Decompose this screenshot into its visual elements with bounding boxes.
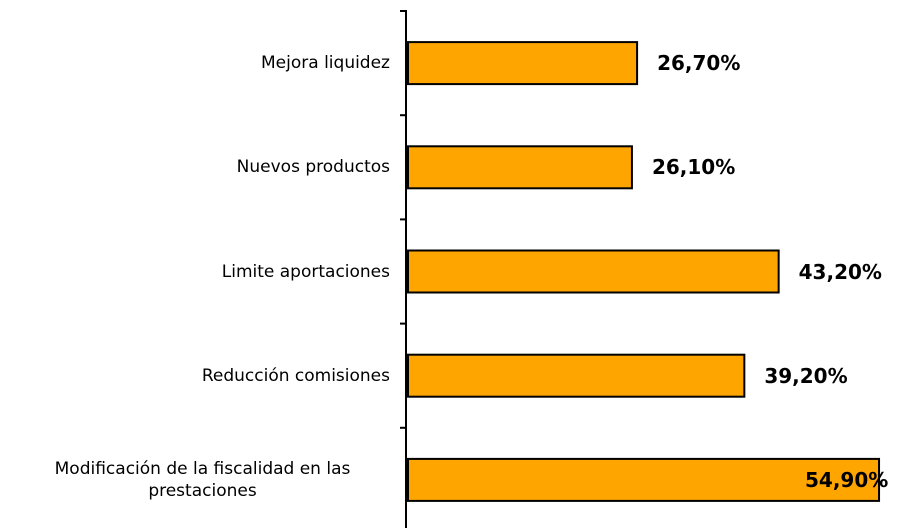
category-label-text: Reducción comisiones (201, 365, 390, 386)
category-label-text: Nuevos productos (236, 157, 390, 178)
category-label: Modificación de la fiscalidad en las pre… (0, 458, 390, 502)
category-label: Limite aportaciones (0, 261, 390, 283)
category-label-text: Limite aportaciones (221, 261, 390, 282)
value-label: 26,70% (657, 51, 741, 76)
value-label: 26,10% (651, 155, 736, 180)
value-label: 54,90% (805, 467, 889, 492)
category-label: Nuevos productos (0, 156, 390, 178)
value-label: 39,20% (764, 363, 848, 388)
bar (407, 249, 780, 294)
bar (407, 145, 633, 190)
bar (407, 353, 746, 398)
bar (407, 457, 881, 502)
category-label: Mejora liquidez (0, 52, 390, 74)
category-label-text: Modificación de la fiscalidad en las pre… (54, 458, 351, 501)
category-label-text: Mejora liquidez (261, 53, 390, 74)
category-label: Reducción comisiones (0, 365, 390, 387)
bar (407, 41, 639, 86)
value-label: 43,20% (798, 259, 882, 284)
